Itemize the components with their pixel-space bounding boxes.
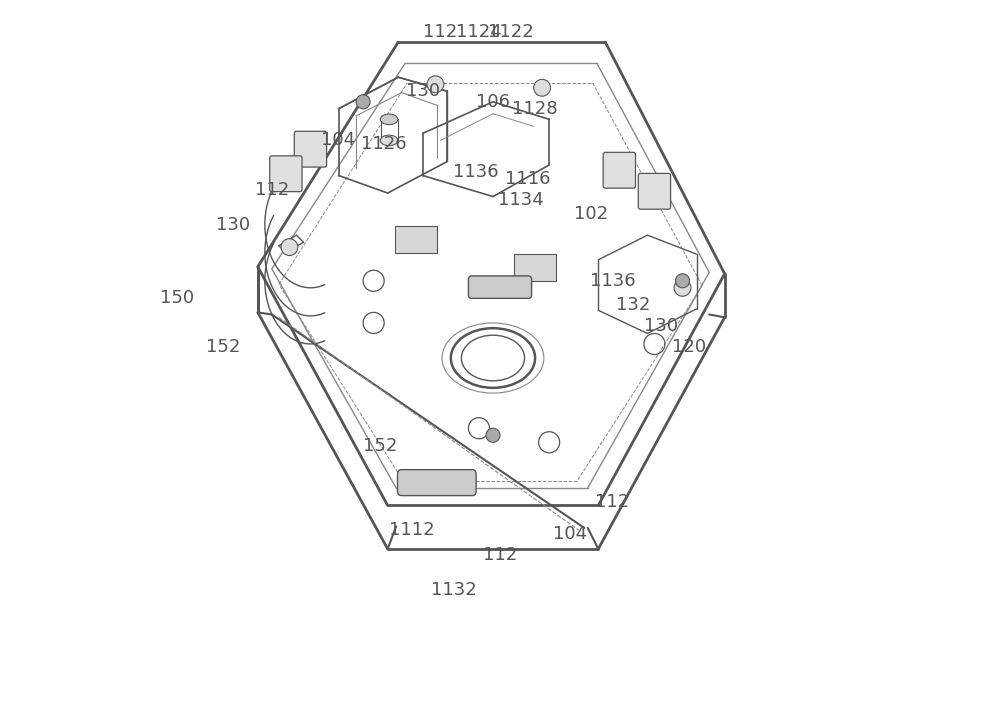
Circle shape [281,239,298,256]
Text: 112: 112 [423,22,457,41]
FancyBboxPatch shape [603,152,635,188]
FancyBboxPatch shape [294,131,327,167]
Text: 1136: 1136 [453,163,498,181]
Circle shape [486,428,500,442]
Text: 120: 120 [672,338,707,357]
Text: 130: 130 [644,317,679,336]
Text: 104: 104 [321,131,356,150]
Text: 104: 104 [553,524,587,543]
Ellipse shape [380,114,398,125]
Circle shape [674,279,691,296]
Text: 1126: 1126 [361,135,407,153]
Text: 102: 102 [574,205,608,223]
Circle shape [356,95,370,109]
Text: 1124: 1124 [456,22,502,41]
Circle shape [534,79,551,96]
Text: 1136: 1136 [590,272,635,290]
Text: 152: 152 [363,437,398,455]
Text: 130: 130 [406,82,440,100]
FancyBboxPatch shape [270,156,302,192]
Text: 132: 132 [616,296,651,314]
Text: 112: 112 [483,545,517,564]
Circle shape [676,274,690,288]
Ellipse shape [380,135,398,146]
FancyBboxPatch shape [468,276,532,298]
Bar [514,254,556,281]
Text: 1132: 1132 [431,581,477,599]
Text: 1116: 1116 [505,170,551,188]
Text: 152: 152 [206,338,240,357]
Text: 150: 150 [160,289,194,307]
Text: 106: 106 [476,93,510,111]
Text: 1122: 1122 [488,22,533,41]
Text: 112: 112 [255,180,289,199]
Bar [395,226,437,253]
FancyBboxPatch shape [638,173,671,209]
Text: 1128: 1128 [512,100,558,118]
Text: 1112: 1112 [389,521,435,539]
Circle shape [427,76,444,93]
FancyBboxPatch shape [398,470,476,496]
Text: 112: 112 [595,493,629,511]
Text: 1134: 1134 [498,191,544,209]
Text: 130: 130 [216,216,250,234]
